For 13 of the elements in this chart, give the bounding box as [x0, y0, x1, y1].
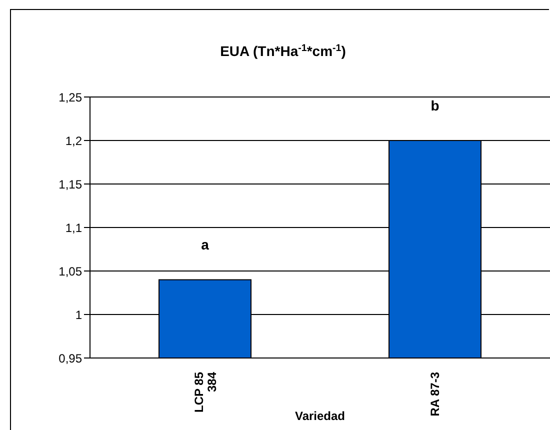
y-tick-label: 0,95 [58, 351, 82, 366]
x-tick-label: LCP 85 384 [192, 372, 219, 412]
y-tick-label: 1,2 [65, 134, 82, 148]
y-tick-label: 1 [75, 308, 82, 322]
x-tick-label: RA 87-3 [428, 372, 442, 416]
y-tick-label: 1,15 [58, 177, 82, 192]
chart-title: EUA (Tn*Ha$^{-1}$*cm$^{-1}$) [220, 42, 346, 59]
y-tick-label: 1,05 [58, 264, 82, 278]
annotation: b [430, 98, 440, 114]
y-tick-label: 1,25 [58, 90, 82, 104]
y-tick-label: 1,1 [65, 220, 82, 235]
annotation: a [201, 236, 210, 253]
x-axis-title: Variedad [294, 409, 346, 423]
